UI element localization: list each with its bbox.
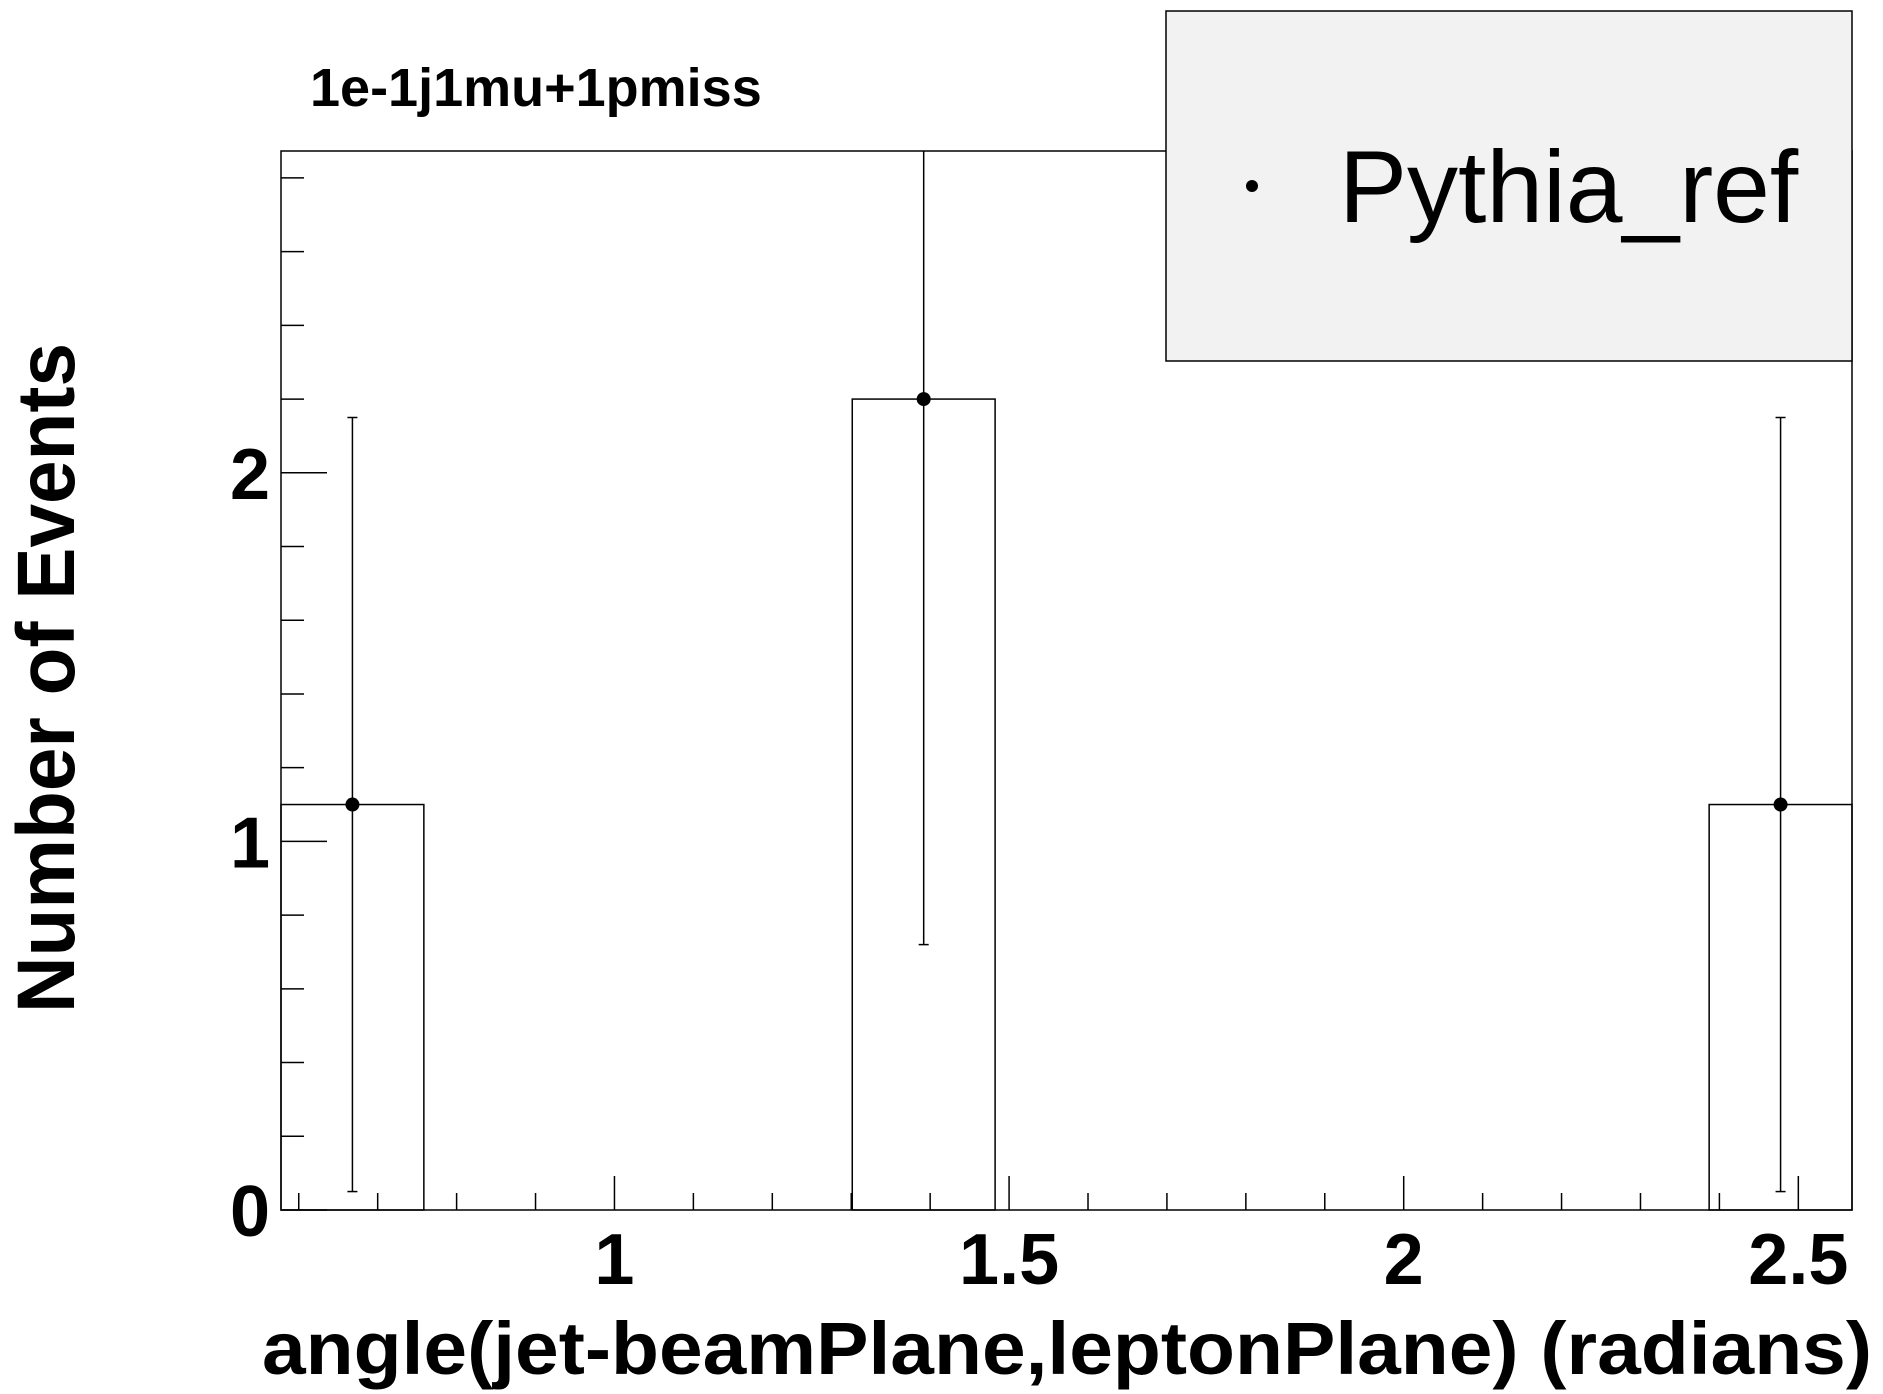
y-tick-label: 0	[230, 1172, 270, 1252]
data-point	[916, 392, 931, 407]
legend-box	[1165, 10, 1853, 362]
y-tick-label: 2	[230, 435, 270, 515]
y-tick-label: 1	[230, 803, 270, 883]
x-tick-label: 2.5	[1748, 1220, 1848, 1300]
x-tick-label: 1	[594, 1220, 634, 1300]
x-tick-label: 1.5	[959, 1220, 1059, 1300]
x-tick-label: 2	[1384, 1220, 1424, 1300]
legend-label: Pythia_ref	[1339, 130, 1799, 244]
error-bar	[918, 151, 929, 946]
chart-title: 1e-1j1mu+1pmiss	[310, 58, 762, 118]
y-axis-label: Number of Events	[1, 343, 92, 1013]
x-axis-label: angle(jet-beamPlane,leptonPlane) (radian…	[262, 1307, 1872, 1390]
data-point	[1773, 797, 1788, 812]
legend-marker	[1246, 180, 1258, 192]
plot-frame	[280, 150, 1853, 1211]
data-point	[345, 797, 360, 812]
